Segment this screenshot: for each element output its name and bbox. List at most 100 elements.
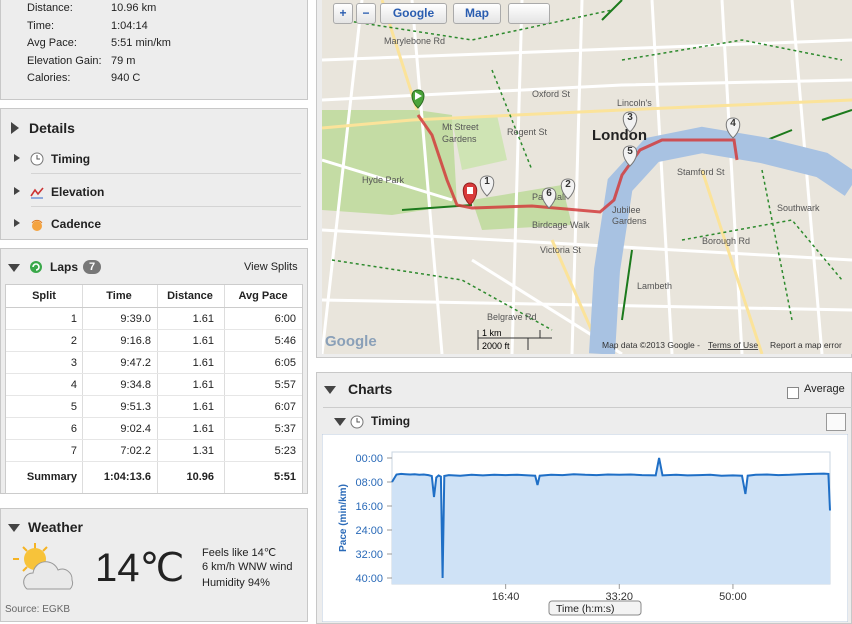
detail-icon xyxy=(30,186,44,198)
lap-cell: 6:05 xyxy=(274,357,296,369)
lap-marker-label: 3 xyxy=(627,112,633,123)
x-axis-label: Time (h:m:s) xyxy=(556,603,615,615)
section-title[interactable]: Charts xyxy=(348,381,393,397)
lap-cell: 2 xyxy=(70,335,77,347)
y-axis-label: Pace (min/km) xyxy=(338,484,349,552)
lap-marker-label: 6 xyxy=(546,188,552,199)
stat-label: Avg Pace: xyxy=(27,37,77,49)
map-label: Lincoln's xyxy=(617,98,652,108)
map-control[interactable]: + xyxy=(333,3,353,24)
detail-item[interactable]: Timing xyxy=(51,152,91,166)
map-control[interactable]: − xyxy=(356,3,376,24)
lap-cell: 5:37 xyxy=(274,423,296,435)
map-label: London xyxy=(592,127,647,144)
map-label: Lambeth xyxy=(637,281,672,291)
detail-icon xyxy=(30,152,44,166)
lap-cell: 6:00 xyxy=(274,313,296,325)
map-label: Victoria St xyxy=(540,245,581,255)
row-divider xyxy=(6,351,302,352)
chart-panel-title[interactable]: Timing xyxy=(371,414,411,428)
summary-cell: Summary xyxy=(26,471,77,483)
lap-cell: 1 xyxy=(70,313,77,325)
section-title[interactable]: Details xyxy=(29,120,75,136)
laps-table: Split Time Distance Avg Pace 1 9:39.0 1.61 6:00… xyxy=(5,284,303,494)
lap-cell: 5 xyxy=(70,401,77,413)
weather-icon xyxy=(13,543,74,590)
row-divider xyxy=(6,417,302,418)
lap-marker[interactable] xyxy=(541,187,557,209)
scale-bar xyxy=(477,330,552,350)
summary-cell: 1:04:13.6 xyxy=(103,471,151,483)
layers-control[interactable] xyxy=(508,3,550,24)
collapse-arrow[interactable] xyxy=(8,264,20,272)
column-divider xyxy=(224,285,225,493)
stat-label: Distance: xyxy=(27,2,73,14)
timing-icon xyxy=(350,415,364,429)
average-label[interactable]: Average xyxy=(804,383,845,395)
stat-value: 940 C xyxy=(111,72,141,84)
map-control[interactable]: Google xyxy=(380,3,447,24)
collapse-arrow[interactable] xyxy=(11,122,19,134)
route xyxy=(416,114,739,214)
lap-marker[interactable] xyxy=(622,111,638,133)
column-divider xyxy=(157,285,158,493)
lap-marker[interactable] xyxy=(560,178,576,200)
map-label: Borough Rd xyxy=(702,236,750,246)
map-label: Gardens xyxy=(612,216,647,226)
row-divider xyxy=(6,461,302,462)
collapse-arrow[interactable] xyxy=(14,219,20,227)
stat-value: 1:04:14 xyxy=(111,19,148,32)
stat-value: 79 m xyxy=(111,54,136,67)
collapse-arrow[interactable] xyxy=(324,386,336,394)
section-title[interactable]: Laps xyxy=(50,260,79,274)
wind: 6 km/h WNW wind xyxy=(202,561,293,573)
map-label: Southwark xyxy=(777,203,820,213)
chart: 00:00 08:00 16:00 24:00 32:00 40:00 16:40 33:20… xyxy=(322,434,848,622)
map-logo: Google xyxy=(325,333,377,350)
lap-marker-label: 4 xyxy=(730,118,736,129)
average-checkbox[interactable] xyxy=(787,387,799,399)
expand-button[interactable] xyxy=(826,413,846,431)
collapse-arrow[interactable] xyxy=(334,418,346,426)
scale-label: 2000 ft xyxy=(482,341,510,351)
column-header: Avg Pace xyxy=(238,290,288,302)
map-control[interactable]: Map xyxy=(453,3,501,24)
map-label: Belgrave Rd xyxy=(487,312,537,322)
collapse-arrow[interactable] xyxy=(8,524,20,532)
stat-label: Time: xyxy=(27,19,55,32)
map[interactable]: Marylebone Rd Oxford St Mt Street Gardens Hy… xyxy=(322,0,852,354)
map-label: Stamford St xyxy=(677,167,725,177)
detail-icon xyxy=(31,219,43,231)
laps-panel: Laps 7 View Splits Split Time Distance Avg … xyxy=(0,248,308,494)
lap-cell: 1.61 xyxy=(192,401,214,413)
view-splits-link[interactable]: View Splits xyxy=(244,261,298,273)
map-label: Oxford St xyxy=(532,89,571,99)
detail-item[interactable]: Cadence xyxy=(51,217,102,231)
collapse-arrow[interactable] xyxy=(14,186,20,195)
stat-label: Elevation Gain: xyxy=(27,54,102,67)
lap-cell: 4 xyxy=(70,379,77,391)
river xyxy=(589,126,852,354)
roads xyxy=(322,0,852,354)
report-link: Report a map error xyxy=(770,340,842,350)
laps-icon xyxy=(30,261,42,273)
scale-label: 1 km xyxy=(482,328,502,338)
detail-item[interactable]: Elevation xyxy=(51,184,105,199)
lap-marker[interactable] xyxy=(479,175,495,197)
collapse-arrow[interactable] xyxy=(14,154,20,162)
lap-cell: 5:57 xyxy=(274,379,296,391)
lap-cell: 6 xyxy=(70,423,77,435)
lap-cell: 1.61 xyxy=(192,357,214,369)
lap-marker[interactable] xyxy=(622,145,638,167)
column-header: Distance xyxy=(167,290,213,302)
area-fill xyxy=(392,458,830,584)
details-panel: Details Timing Elevation Cadence xyxy=(0,108,308,240)
y-tick-label: 24:00 xyxy=(355,525,383,537)
lap-cell: 1.31 xyxy=(192,445,214,457)
lap-cell: 7 xyxy=(70,445,77,457)
row-divider xyxy=(6,373,302,374)
section-title[interactable]: Weather xyxy=(28,519,83,535)
y-tick-label: 40:00 xyxy=(355,573,383,585)
lap-marker[interactable] xyxy=(725,117,741,139)
map-label: Gardens xyxy=(442,134,477,144)
